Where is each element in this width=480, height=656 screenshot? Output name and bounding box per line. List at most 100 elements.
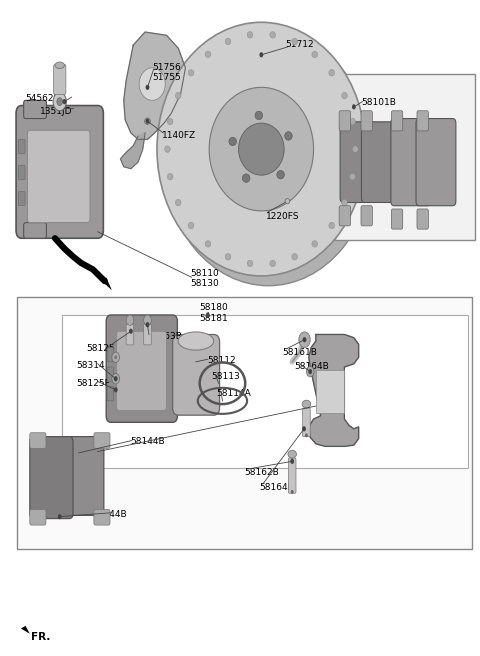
Ellipse shape (352, 146, 358, 152)
FancyBboxPatch shape (18, 165, 25, 180)
Polygon shape (309, 335, 359, 446)
Circle shape (129, 329, 133, 334)
Ellipse shape (209, 87, 313, 211)
Ellipse shape (225, 38, 231, 45)
FancyBboxPatch shape (361, 206, 372, 226)
Circle shape (302, 426, 306, 432)
Text: 58114A: 58114A (216, 388, 251, 398)
Ellipse shape (165, 146, 170, 152)
Ellipse shape (292, 253, 298, 260)
FancyBboxPatch shape (391, 111, 403, 131)
FancyBboxPatch shape (24, 222, 47, 238)
FancyBboxPatch shape (18, 192, 25, 206)
FancyBboxPatch shape (60, 437, 104, 516)
Text: FR.: FR. (31, 632, 50, 642)
FancyBboxPatch shape (94, 510, 110, 525)
FancyBboxPatch shape (361, 111, 372, 131)
Ellipse shape (350, 173, 355, 180)
Circle shape (305, 434, 308, 438)
Ellipse shape (350, 118, 355, 125)
Ellipse shape (342, 199, 348, 206)
Circle shape (302, 337, 306, 342)
FancyBboxPatch shape (107, 348, 114, 362)
Ellipse shape (157, 22, 366, 276)
Text: 58101B: 58101B (361, 98, 396, 108)
Polygon shape (21, 626, 30, 634)
Ellipse shape (270, 260, 276, 267)
Ellipse shape (312, 51, 318, 58)
Ellipse shape (188, 70, 194, 76)
Circle shape (57, 98, 62, 106)
FancyBboxPatch shape (126, 324, 134, 345)
Ellipse shape (288, 450, 297, 458)
Text: 58164B: 58164B (259, 483, 294, 492)
Circle shape (114, 387, 118, 392)
FancyBboxPatch shape (106, 315, 178, 422)
Ellipse shape (302, 400, 311, 408)
Ellipse shape (239, 123, 284, 175)
Circle shape (145, 119, 149, 124)
Ellipse shape (164, 32, 373, 286)
Text: 58314: 58314 (76, 361, 105, 370)
Circle shape (112, 373, 120, 384)
Circle shape (308, 369, 312, 374)
FancyBboxPatch shape (16, 106, 103, 238)
FancyBboxPatch shape (30, 510, 46, 525)
Circle shape (299, 332, 310, 348)
Circle shape (290, 459, 294, 464)
Ellipse shape (255, 112, 263, 119)
FancyBboxPatch shape (30, 437, 73, 519)
Circle shape (58, 514, 61, 520)
Ellipse shape (285, 132, 292, 140)
FancyBboxPatch shape (107, 367, 114, 381)
Ellipse shape (342, 92, 348, 99)
FancyBboxPatch shape (24, 100, 47, 119)
Ellipse shape (168, 173, 173, 180)
Circle shape (145, 322, 149, 327)
FancyBboxPatch shape (302, 408, 310, 437)
FancyBboxPatch shape (339, 111, 350, 131)
Text: 58144B: 58144B (130, 438, 165, 446)
FancyBboxPatch shape (54, 64, 66, 94)
Ellipse shape (329, 222, 335, 229)
Text: 58164B: 58164B (295, 362, 329, 371)
FancyBboxPatch shape (144, 324, 151, 345)
Text: 58144B: 58144B (92, 510, 127, 519)
Ellipse shape (205, 51, 211, 58)
Ellipse shape (139, 68, 165, 100)
Ellipse shape (292, 38, 298, 45)
FancyBboxPatch shape (27, 131, 90, 222)
Text: 1351JD: 1351JD (40, 107, 72, 116)
FancyBboxPatch shape (416, 119, 456, 206)
Circle shape (112, 352, 120, 363)
FancyBboxPatch shape (117, 331, 167, 411)
Bar (335, 74, 475, 240)
FancyBboxPatch shape (340, 122, 375, 203)
Text: 58112: 58112 (207, 356, 235, 365)
Bar (316, 370, 344, 413)
Text: 58180
58181: 58180 58181 (200, 303, 228, 323)
Ellipse shape (168, 118, 173, 125)
Circle shape (291, 490, 294, 494)
Ellipse shape (175, 199, 181, 206)
Circle shape (206, 312, 210, 318)
Text: 51712: 51712 (285, 40, 314, 49)
FancyBboxPatch shape (94, 433, 110, 448)
Circle shape (114, 377, 117, 380)
Circle shape (62, 99, 66, 104)
FancyBboxPatch shape (173, 335, 219, 415)
FancyBboxPatch shape (391, 209, 403, 229)
Ellipse shape (277, 171, 285, 179)
Ellipse shape (55, 62, 64, 68)
Circle shape (145, 85, 149, 90)
Circle shape (144, 315, 151, 325)
Ellipse shape (188, 222, 194, 229)
Ellipse shape (205, 241, 211, 247)
Polygon shape (124, 32, 185, 139)
Text: 1140FZ: 1140FZ (162, 131, 196, 140)
Ellipse shape (242, 174, 250, 182)
Text: 58161B: 58161B (283, 348, 318, 357)
Ellipse shape (175, 92, 181, 99)
Ellipse shape (329, 70, 335, 76)
Text: 58125: 58125 (86, 344, 114, 354)
